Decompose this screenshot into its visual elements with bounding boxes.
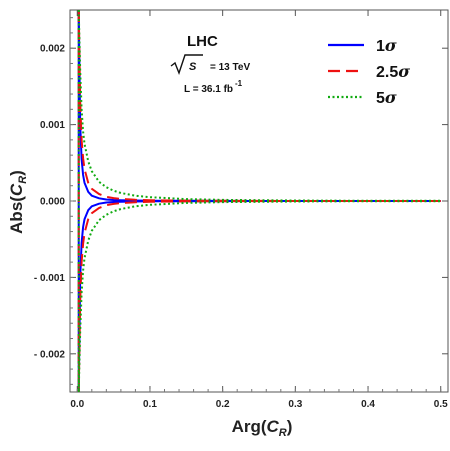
legend: 1σ 2.5σ 5σ: [328, 36, 410, 107]
y-tick-label: - 0.002: [34, 349, 66, 360]
series-2-upper: [77, 9, 441, 202]
x-tick-label: 0.1: [143, 399, 157, 410]
ticks-layer: 0.0 0.1 0.2 0.3 0.4 0.5 0.002 0.001 0.000 - 0.001…: [34, 10, 448, 410]
x-tick-label: 0.0: [70, 399, 84, 410]
x-axis-title: Arg(CR): [232, 417, 293, 439]
y-tick-label: 0.000: [40, 197, 65, 208]
annotation-energy-value: = 13 TeV: [210, 62, 250, 73]
legend-label-2.5sigma: 2.5σ: [376, 62, 410, 81]
legend-label-5sigma: 5σ: [376, 88, 397, 107]
sqrt-sign: [170, 54, 203, 76]
series-2-lower: [77, 200, 441, 393]
annotation-collider: LHC: [187, 33, 218, 50]
y-axis-title: Abs(CR): [7, 170, 29, 234]
y-tick-label: 0.002: [40, 44, 65, 55]
x-tick-label: 0.2: [216, 399, 230, 410]
y-tick-label: - 0.001: [34, 273, 66, 284]
y-tick-label: 0.001: [40, 120, 65, 131]
x-tick-label: 0.3: [288, 399, 302, 410]
x-tick-label: 0.5: [434, 399, 448, 410]
series-1-lower: [77, 200, 441, 393]
annotation-luminosity: L = 36.1 fb-1: [184, 79, 243, 95]
annotation-energy-symbol: S: [189, 61, 197, 73]
series-layer: [77, 9, 441, 393]
legend-label-1sigma: 1σ: [376, 36, 397, 55]
x-tick-label: 0.4: [361, 399, 375, 410]
